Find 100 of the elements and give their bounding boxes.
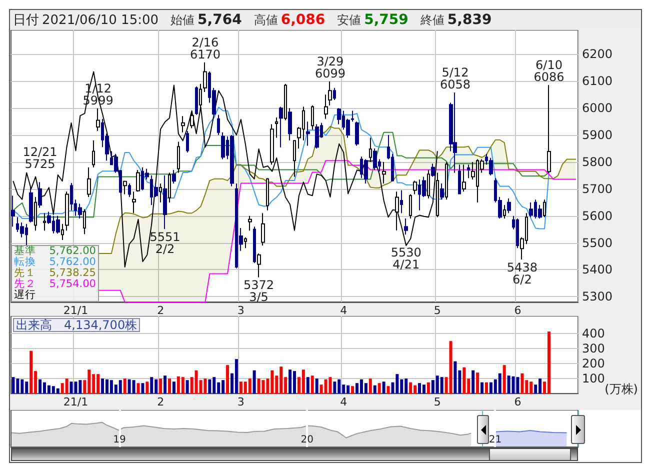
bar [364,383,368,394]
bar [56,388,60,394]
candlestick [132,191,136,214]
y-tick-label: 200 [582,356,605,371]
bar [386,386,390,394]
candlestick [431,163,435,178]
text: 先２ 5,754.00 [14,278,96,290]
bar [306,377,310,394]
text: 2021/06/10 15:00 [42,12,159,28]
bar [373,385,376,394]
candlestick [400,190,403,214]
bar [12,377,15,394]
line-series [98,160,576,302]
bar [257,378,260,394]
y-tick-label: 5800 [582,154,613,169]
annotation: 5372 3/5 [244,278,274,304]
text: 遅行 [14,289,36,301]
text: 安値 [337,12,362,28]
candlestick [467,164,470,179]
bar [150,377,154,394]
candlestick [203,62,207,92]
x-tick-label: 2 [157,396,164,409]
candlestick [279,106,283,148]
candlestick [427,170,430,199]
candlestick [489,157,493,176]
candlestick [453,92,457,174]
text: 6,086 [280,12,326,28]
bar [476,372,480,394]
bar [449,341,452,394]
text: 終値 [420,12,444,28]
text: 5,764 [198,12,242,28]
candlestick [306,121,310,146]
candlestick [34,196,37,232]
candlestick [507,198,511,214]
candlestick [324,94,328,120]
candlestick [395,191,399,231]
y-tick-label: 5500 [582,236,613,250]
candlestick [168,172,171,203]
bar [351,386,354,394]
candlestick [217,114,220,136]
bar [252,370,256,394]
bar [324,379,328,394]
text: 始値 [170,12,195,28]
x-tick-label: 3 [237,396,244,409]
candlestick [413,180,417,195]
candlestick [190,112,194,129]
bar [382,382,386,394]
bar [472,370,475,394]
candlestick [186,130,189,154]
bar [159,378,162,394]
text: 高値 [254,12,278,28]
candlestick [43,212,46,232]
candlestick [503,204,506,220]
candlestick [382,161,386,184]
bar [484,382,488,394]
bar [520,373,524,394]
candlestick [440,183,444,200]
y-tick-label: 400 [582,326,605,341]
candlestick [128,183,131,198]
annotation: 6/10 6086 [534,58,564,84]
candlestick [529,202,533,218]
y-tick-label: 6000 [582,101,613,116]
bar [418,383,422,394]
line-series [12,132,550,218]
candlestick [92,140,95,168]
candlestick [253,226,256,264]
candlestick [96,108,100,132]
bar [30,350,33,394]
candlestick [123,180,127,195]
candlestick [288,108,292,141]
bar [118,380,122,394]
bar [328,377,332,394]
chart-title: 出来高 4,134,700株 [16,318,138,332]
candlestick [462,164,466,192]
bar [422,384,426,394]
bar [208,379,212,394]
candlestick [172,170,176,184]
bar [74,382,78,394]
candlestick [373,148,377,171]
y-tick-label: 6200 [582,47,613,62]
x-tick-label: 4 [340,396,348,409]
bar [378,383,381,394]
candlestick [181,116,185,133]
candlestick [516,218,519,249]
bar [38,379,42,394]
candlestick [284,83,287,121]
candlestick [404,218,408,236]
bar [164,376,167,394]
candlestick [261,212,265,246]
bar [426,382,430,394]
candlestick [29,187,33,224]
candlestick [61,223,64,241]
candlestick [177,141,180,174]
annotation: 3/29 6099 [314,54,346,80]
x-tick-label: 19 [113,434,126,446]
candlestick [355,121,359,146]
annotation: 2/16 6170 [190,35,220,62]
candlestick [270,124,274,166]
bar [70,382,73,394]
y-tick-label: 5600 [582,208,613,223]
